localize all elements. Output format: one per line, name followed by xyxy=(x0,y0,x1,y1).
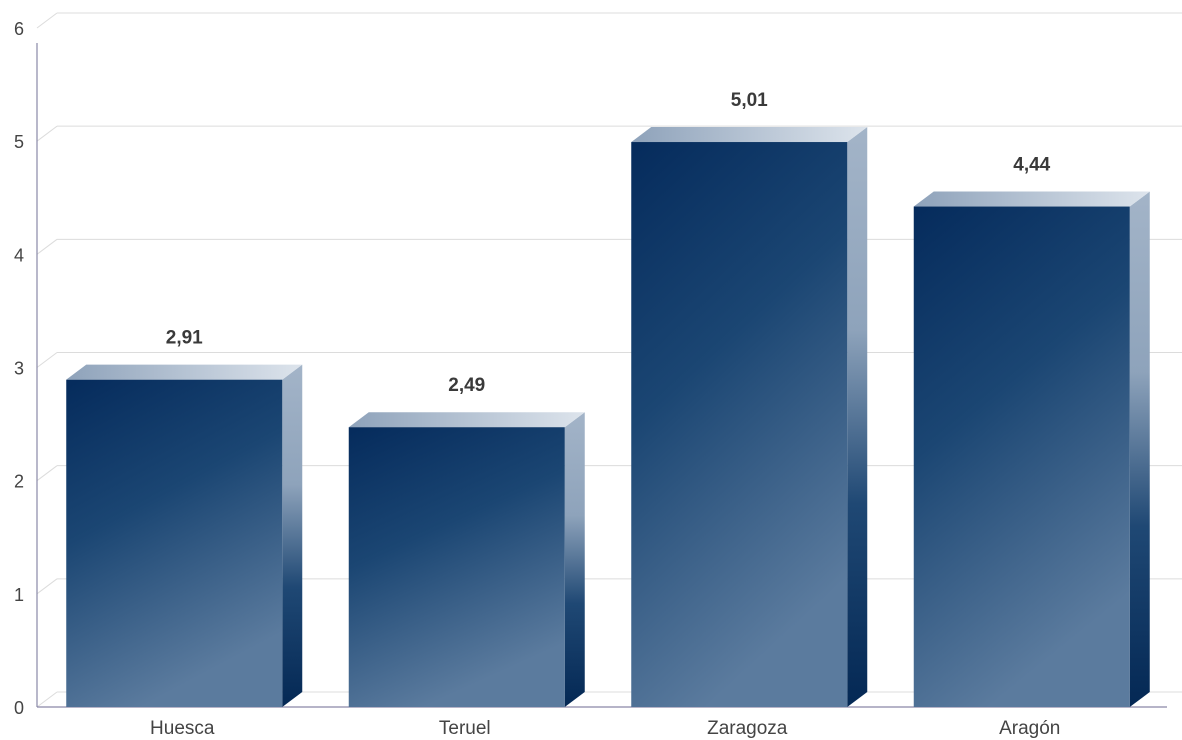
y-tick-label: 5 xyxy=(14,132,24,152)
bar-top xyxy=(66,364,303,380)
x-tick-label: Huesca xyxy=(150,718,215,739)
gridline-connector xyxy=(36,352,58,368)
labels: 0 1 2 3 4 5 6 2,91 Huesca 2,49 Teruel 5,01 Zaragoza 4… xyxy=(14,19,1060,739)
data-label: 5,01 xyxy=(731,90,768,111)
y-tick-label: 4 xyxy=(14,245,24,265)
bar-side xyxy=(282,364,303,707)
gridline-connector xyxy=(36,691,58,708)
bar-side xyxy=(847,127,868,707)
y-tick-label: 0 xyxy=(14,698,24,718)
bar-teruel xyxy=(348,412,585,707)
x-tick-label: Teruel xyxy=(439,718,491,739)
y-tick-label: 1 xyxy=(14,585,24,605)
data-label: 4,44 xyxy=(1013,155,1050,176)
gridline-connector xyxy=(36,238,58,255)
gridline-connector xyxy=(36,125,58,142)
bar-front xyxy=(913,206,1130,708)
y-tick-label: 3 xyxy=(14,359,24,379)
bar-top xyxy=(631,127,868,143)
bar-huesca xyxy=(66,364,303,707)
x-tick-label: Aragón xyxy=(999,718,1060,739)
bar-front xyxy=(631,142,848,707)
gridline-connector xyxy=(36,12,58,29)
bar-side xyxy=(1129,191,1150,708)
gridline-connector xyxy=(36,465,58,482)
bar-zaragoza xyxy=(631,127,868,707)
y-tick-label: 2 xyxy=(14,472,24,492)
bar-top xyxy=(913,191,1150,207)
bar-side xyxy=(564,412,585,707)
bars xyxy=(66,127,1150,708)
data-label: 2,91 xyxy=(166,328,203,349)
bar-aragón xyxy=(913,191,1150,708)
bar-top xyxy=(348,412,585,428)
x-tick-label: Zaragoza xyxy=(707,718,788,739)
bar-front xyxy=(66,379,283,707)
y-tick-label: 6 xyxy=(14,19,24,39)
data-label: 2,49 xyxy=(448,375,485,396)
gridline-connector xyxy=(36,578,58,595)
bar-front xyxy=(348,427,565,707)
